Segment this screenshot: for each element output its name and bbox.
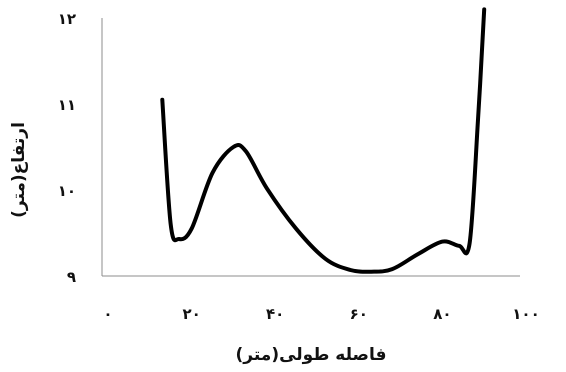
y-tick-labels: ٩ ١٠ ١١ ١٢ <box>58 10 76 286</box>
x-tick-label: ١٠٠ <box>512 305 539 323</box>
chart-axes <box>101 18 520 277</box>
series-layer <box>160 7 487 274</box>
x-tick-label: ٢٠ <box>182 305 200 323</box>
y-axis-title: ارتفاع(متر) <box>9 122 29 218</box>
x-tick-labels: ٠ ٢٠ ۴٠ ۶٠ ٨٠ ١٠٠ <box>103 305 539 323</box>
x-tick-label: ٨٠ <box>433 305 451 323</box>
x-tick-label: ۶٠ <box>350 305 368 323</box>
y-tick-label: ١٢ <box>58 10 76 28</box>
y-tick-label: ١٠ <box>58 182 76 200</box>
x-tick-label: ۴٠ <box>266 305 284 323</box>
y-tick-label: ١١ <box>58 96 76 114</box>
y-tick-label: ٩ <box>67 268 76 286</box>
elevation-series-line <box>160 7 487 274</box>
x-tick-label: ٠ <box>103 305 112 323</box>
x-axis-title: فاصله طولی(متر) <box>236 345 387 365</box>
